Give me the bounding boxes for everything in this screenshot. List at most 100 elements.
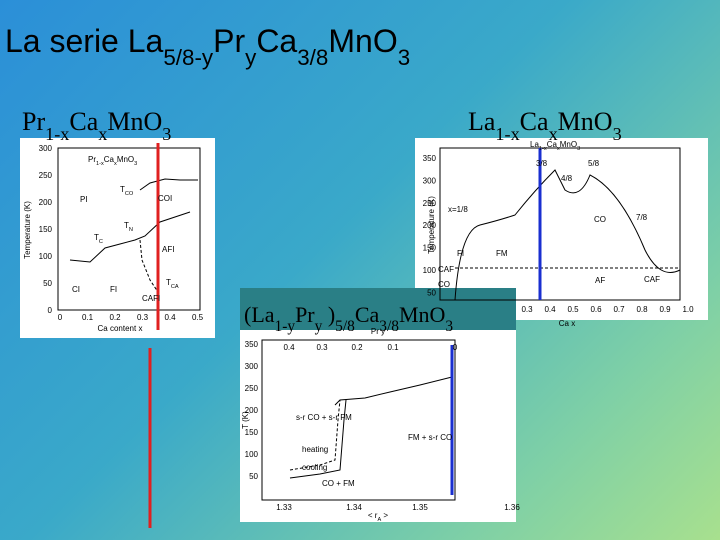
y-tick-label: 150 xyxy=(245,428,259,437)
annotation-part: FM + s-r CO xyxy=(408,433,452,442)
right-curve xyxy=(454,169,681,301)
slide-title-part: MnO xyxy=(328,23,397,59)
slide-title-part: y xyxy=(245,45,257,70)
y-tick-label: 250 xyxy=(245,384,259,393)
annotation-part: 3 xyxy=(134,161,137,167)
middle-header-label-part: ) xyxy=(322,302,335,327)
y-tick-label: 250 xyxy=(423,199,437,208)
y-tick-label: 350 xyxy=(423,154,437,163)
annotation-part: CAFI xyxy=(142,294,160,303)
slide-title-part: La serie La xyxy=(5,23,164,59)
annotation: AF xyxy=(595,276,605,285)
annotation: AFI xyxy=(162,245,174,254)
middle-image xyxy=(240,330,516,522)
annotation-part: CI xyxy=(72,285,80,294)
right-label-part: Ca xyxy=(520,107,549,136)
middle-curve xyxy=(289,399,341,471)
annotation: FI xyxy=(110,285,117,294)
annotation-part: CO xyxy=(594,215,606,224)
annotation-part: CAF xyxy=(438,265,454,274)
annotation-part: N xyxy=(129,227,133,233)
annotation-part: 1-x xyxy=(539,146,547,152)
x-axis-label-part: A xyxy=(377,517,381,523)
middle-curve xyxy=(334,376,453,406)
x-tick-label: 0.4 xyxy=(164,313,176,322)
annotation-part: FI xyxy=(110,285,117,294)
middle-header-label-part: MnO xyxy=(399,302,445,327)
middle-header xyxy=(240,288,516,330)
annotation: FM + s-r CO xyxy=(408,433,452,442)
left-curve xyxy=(139,239,161,296)
annotation-part: Ca xyxy=(104,155,115,164)
y-tick-label: 300 xyxy=(423,176,437,185)
annotation: PI xyxy=(80,195,88,204)
y-tick-label: 350 xyxy=(245,340,259,349)
annotation: 3/8 xyxy=(536,159,548,168)
y-tick-label: 200 xyxy=(245,406,259,415)
x-tick-label: 0.9 xyxy=(659,305,671,314)
annotation: CO + FM xyxy=(322,479,355,488)
right-label-part: MnO xyxy=(558,107,613,136)
annotation: TCO xyxy=(120,185,134,197)
annotation-part: CA xyxy=(171,284,179,290)
annotation-part: cooling xyxy=(302,463,327,472)
annotation: TCA xyxy=(166,278,179,290)
annotation-part: 3/8 xyxy=(536,159,548,168)
annotation: s-r CO + s-r FM xyxy=(296,413,352,422)
y-tick-label: 250 xyxy=(39,171,53,180)
left-image xyxy=(20,138,215,338)
y-tick-label: 50 xyxy=(249,472,258,481)
annotation-part: MnO xyxy=(117,155,134,164)
annotation: 5/8 xyxy=(588,159,600,168)
annotation: COI xyxy=(158,194,172,203)
x-tick-label: 1.35 xyxy=(412,503,428,512)
y-tick-label: 50 xyxy=(427,288,436,297)
slide-title-part: Pr xyxy=(213,23,245,59)
annotation-part: AF xyxy=(595,276,605,285)
x-tick-label: 1.0 xyxy=(682,305,694,314)
x-tick-label: 0.3 xyxy=(137,313,149,322)
middle-header-label-part: 3/8 xyxy=(379,318,399,335)
annotation-part: T xyxy=(120,185,125,194)
annotation: CAFI xyxy=(142,294,160,303)
x-axis-label-part: > xyxy=(381,511,388,520)
top-tick-label: 0.3 xyxy=(316,343,328,352)
middle-frame xyxy=(261,339,456,501)
y-tick-label: 200 xyxy=(423,221,437,230)
y-tick-label: 50 xyxy=(43,279,52,288)
annotation-part: 3 xyxy=(577,146,580,152)
x-tick-label: 0.3 xyxy=(521,305,533,314)
slide-title-part: Ca xyxy=(256,23,297,59)
x-tick-label: 0.7 xyxy=(613,305,625,314)
annotation: TN xyxy=(124,221,133,233)
right-label-part: x xyxy=(549,124,558,144)
annotation-part: 7/8 xyxy=(636,213,648,222)
annotation-part: CO xyxy=(125,191,134,197)
annotation-part: Pr xyxy=(88,155,96,164)
y-tick-label: 300 xyxy=(39,144,53,153)
left-label: Pr1-xCaxMnO3 xyxy=(22,107,171,144)
annotation: CI xyxy=(72,285,80,294)
x-tick-label: 0 xyxy=(58,313,63,322)
annotation-part: CO xyxy=(438,280,450,289)
x-axis-label: Ca x xyxy=(559,319,575,328)
annotation: Pr1-xCaxMnO3 xyxy=(88,155,137,167)
slide-title-part: 3/8 xyxy=(297,45,328,70)
annotation-part: C xyxy=(99,239,103,245)
y-tick-label: 100 xyxy=(423,266,437,275)
annotation-part: 4/8 xyxy=(561,174,573,183)
annotation-part: CAF xyxy=(644,275,660,284)
x-tick-label: 0.8 xyxy=(636,305,648,314)
annotation-part: heating xyxy=(302,445,328,454)
annotation: 4/8 xyxy=(561,174,573,183)
annotation-part: MnO xyxy=(560,140,577,149)
annotation-part: T xyxy=(166,278,171,287)
annotation-part: x xyxy=(114,161,117,167)
annotation: CO xyxy=(438,280,450,289)
right-label-part: La xyxy=(468,107,496,136)
left-label-part: 3 xyxy=(162,124,171,144)
annotation-part: FI xyxy=(457,249,464,258)
y-tick-label: 150 xyxy=(423,244,437,253)
annotation: La1-xCaxMnO3 xyxy=(530,140,580,152)
annotation-part: COI xyxy=(158,194,172,203)
